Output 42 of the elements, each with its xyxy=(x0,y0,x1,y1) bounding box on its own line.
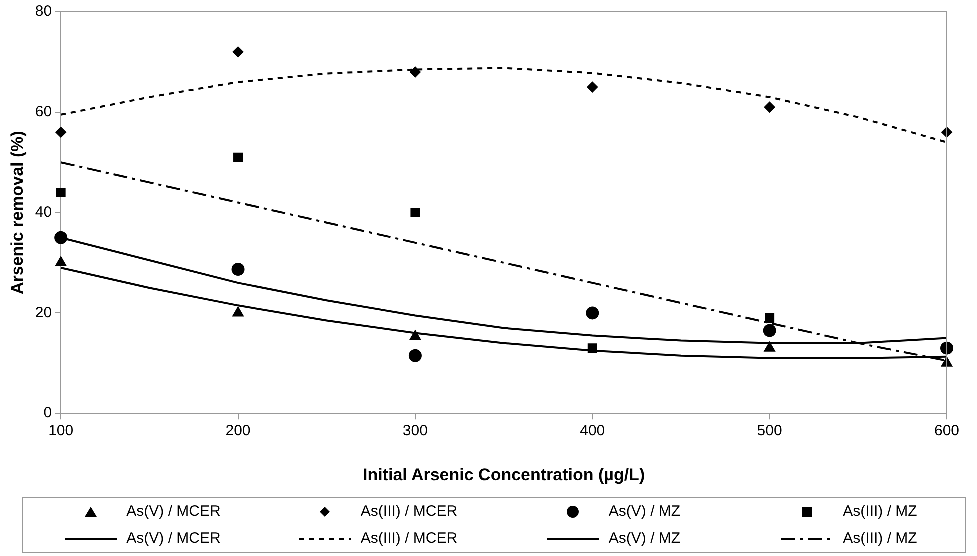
point xyxy=(234,152,244,162)
legend-label: As(III) / MZ xyxy=(843,503,918,520)
y-tick-label: 0 xyxy=(44,404,52,422)
point xyxy=(586,306,600,320)
point xyxy=(55,256,67,266)
point xyxy=(764,342,776,352)
point xyxy=(232,263,245,276)
x-tick-label: 500 xyxy=(757,422,782,440)
point xyxy=(765,313,775,323)
y-tick-label: 60 xyxy=(35,104,52,121)
point xyxy=(940,342,954,355)
x-tick-label: 200 xyxy=(226,422,251,440)
line-series xyxy=(60,67,948,144)
legend-label: As(V) / MZ xyxy=(608,530,681,547)
point xyxy=(408,349,422,362)
point xyxy=(56,126,67,138)
x-tick-label: 600 xyxy=(934,422,960,440)
point xyxy=(232,306,244,317)
point xyxy=(56,188,66,198)
legend-label: As(V) / MCER xyxy=(126,503,221,520)
legend-label: As(III) / MCER xyxy=(360,530,458,547)
x-tick-label: 400 xyxy=(580,422,606,440)
point xyxy=(587,82,598,93)
x-axis-title: Initial Arsenic Concentration (µg/L) xyxy=(362,465,646,484)
point xyxy=(410,66,421,78)
legend-label: As(V) / MZ xyxy=(608,503,681,520)
legend-label: As(III) / MCER xyxy=(360,503,458,520)
y-tick-label: 40 xyxy=(35,204,52,221)
point xyxy=(410,330,422,340)
y-axis-title: Arsenic removal (%) xyxy=(8,131,27,295)
point xyxy=(764,102,776,113)
point xyxy=(588,344,598,354)
y-tick-label: 80 xyxy=(35,3,52,20)
x-tick-label: 100 xyxy=(48,422,74,440)
x-tick-label: 300 xyxy=(402,422,428,440)
point xyxy=(54,231,68,244)
legend-label: As(III) / MZ xyxy=(843,530,918,547)
point xyxy=(410,208,420,218)
point xyxy=(763,324,776,338)
y-tick-label: 20 xyxy=(35,304,52,322)
legend-label: As(V) / MCER xyxy=(126,530,221,547)
point xyxy=(232,46,244,58)
